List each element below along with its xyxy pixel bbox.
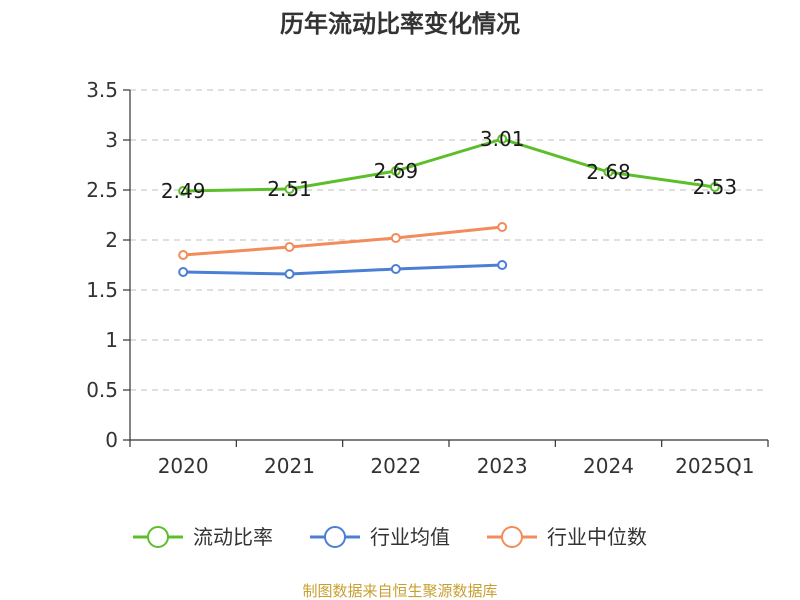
x-tick-label: 2021 bbox=[264, 454, 315, 478]
legend-label: 行业中位数 bbox=[547, 525, 647, 549]
legend-label: 流动比率 bbox=[193, 525, 273, 549]
y-tick-label: 3.5 bbox=[86, 78, 118, 102]
y-tick-label: 3 bbox=[105, 128, 118, 152]
y-tick-label: 1.5 bbox=[86, 278, 118, 302]
legend-item[interactable]: 行业中位数 bbox=[487, 525, 647, 549]
series-line bbox=[183, 225, 503, 257]
data-label: 2.49 bbox=[161, 179, 206, 203]
data-point bbox=[390, 166, 401, 176]
data-point bbox=[178, 186, 189, 196]
legend-marker bbox=[324, 526, 346, 548]
x-tick-label: 2022 bbox=[370, 454, 421, 478]
series-lines bbox=[178, 134, 720, 279]
data-point bbox=[284, 269, 295, 279]
legend-item[interactable]: 流动比率 bbox=[133, 525, 273, 549]
source-note: 制图数据来自恒生聚源数据库 bbox=[302, 582, 497, 600]
data-point bbox=[497, 260, 508, 270]
data-label: 2.68 bbox=[586, 160, 631, 184]
data-point bbox=[178, 250, 189, 260]
data-labels: 2.49 2.51 2.69 3.01 2.68 2.53 bbox=[161, 127, 737, 203]
data-label: 2.51 bbox=[267, 177, 312, 201]
y-tick-label: 1 bbox=[105, 328, 118, 352]
legend-marker bbox=[501, 526, 523, 548]
x-tick-label: 2020 bbox=[158, 454, 209, 478]
data-label: 3.01 bbox=[480, 127, 525, 151]
data-label: 2.53 bbox=[693, 175, 738, 199]
legend-item[interactable]: 行业均值 bbox=[310, 525, 450, 549]
data-point bbox=[497, 222, 508, 232]
y-tick-label: 0 bbox=[105, 428, 118, 452]
data-point bbox=[603, 167, 614, 177]
legend[interactable]: 流动比率 行业均值 行业中位数 bbox=[133, 525, 647, 549]
x-tick-label: 2024 bbox=[583, 454, 634, 478]
chart-title: 历年流动比率变化情况 bbox=[280, 10, 520, 38]
data-point bbox=[390, 264, 401, 274]
series-line bbox=[183, 263, 503, 276]
y-tick-label: 2.5 bbox=[86, 178, 118, 202]
x-tick-label: 2025Q1 bbox=[675, 454, 754, 478]
grid bbox=[130, 89, 768, 391]
data-point bbox=[178, 267, 189, 277]
legend-label: 行业均值 bbox=[370, 525, 450, 549]
legend-marker bbox=[147, 526, 169, 548]
data-point bbox=[284, 242, 295, 252]
data-label: 2.69 bbox=[374, 159, 419, 183]
y-tick-label: 2 bbox=[105, 228, 118, 252]
series-line bbox=[183, 137, 716, 193]
data-point bbox=[497, 134, 508, 144]
data-point bbox=[709, 182, 720, 192]
x-tick-label: 2023 bbox=[477, 454, 528, 478]
data-point bbox=[390, 233, 401, 243]
y-tick-label: 0.5 bbox=[86, 378, 118, 402]
data-point bbox=[284, 184, 295, 194]
